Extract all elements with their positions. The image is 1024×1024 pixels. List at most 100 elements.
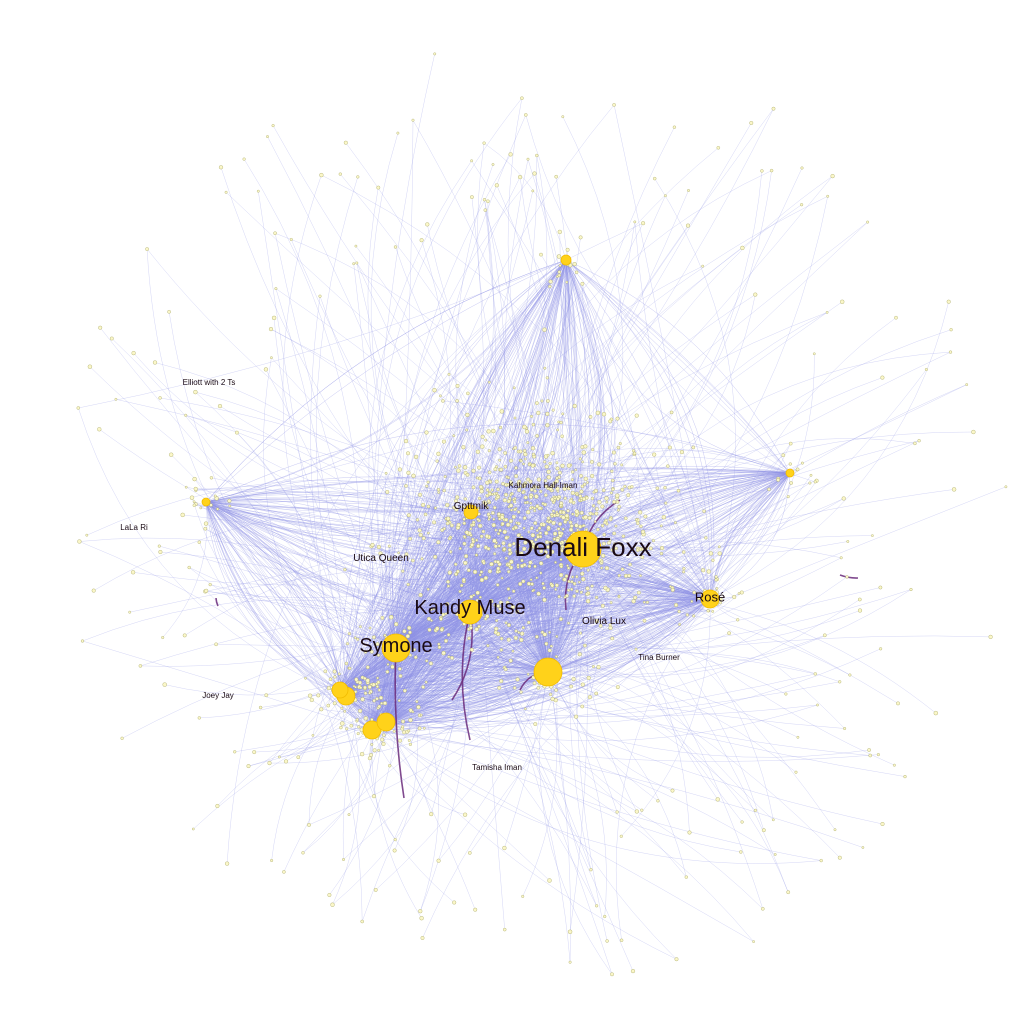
graph-node xyxy=(530,463,535,468)
graph-node xyxy=(641,547,646,552)
graph-node xyxy=(486,644,490,648)
graph-node xyxy=(109,336,114,341)
graph-node xyxy=(376,544,381,550)
graph-node xyxy=(323,669,328,674)
graph-node xyxy=(587,695,592,700)
graph-node xyxy=(613,542,617,546)
graph-node xyxy=(634,413,639,418)
graph-node xyxy=(427,531,430,535)
hub-node-gottmik xyxy=(463,504,479,520)
graph-node xyxy=(419,916,424,921)
graph-node xyxy=(546,453,550,457)
graph-node xyxy=(346,642,349,646)
graph-node xyxy=(468,625,473,630)
node-label-gottmik: Gpttmik xyxy=(453,501,489,512)
graph-node xyxy=(340,706,344,710)
graph-node xyxy=(544,540,550,545)
graph-node xyxy=(531,589,535,593)
graph-node xyxy=(456,522,461,527)
graph-node xyxy=(318,294,322,298)
graph-node xyxy=(506,476,510,480)
graph-node xyxy=(612,103,616,107)
graph-node xyxy=(471,539,476,544)
graph-node xyxy=(359,686,363,690)
graph-node xyxy=(560,548,564,553)
graph-node xyxy=(866,220,870,224)
graph-node xyxy=(378,695,384,700)
graph-node xyxy=(572,582,577,586)
graph-node xyxy=(645,546,649,550)
graph-node xyxy=(659,545,665,551)
graph-node xyxy=(184,413,188,417)
graph-node xyxy=(676,488,681,493)
graph-node xyxy=(666,464,670,468)
graph-node xyxy=(347,813,351,816)
graph-node xyxy=(470,542,475,547)
graph-node xyxy=(447,372,451,376)
graph-node xyxy=(494,528,498,532)
graph-node xyxy=(600,603,605,608)
graph-node xyxy=(664,501,668,505)
graph-node xyxy=(534,494,539,499)
graph-node xyxy=(645,600,649,604)
graph-node xyxy=(368,626,372,630)
graph-node xyxy=(485,493,490,498)
graph-node xyxy=(406,513,411,518)
graph-node xyxy=(502,547,506,551)
graph-node xyxy=(309,697,314,702)
graph-node xyxy=(467,636,471,640)
graph-node xyxy=(545,411,550,416)
graph-node xyxy=(563,539,567,543)
graph-node xyxy=(830,174,835,179)
graph-node xyxy=(500,515,505,520)
graph-node xyxy=(447,655,451,659)
graph-node xyxy=(876,753,880,757)
graph-node xyxy=(184,485,188,489)
graph-node xyxy=(568,527,574,532)
graph-node xyxy=(224,190,228,194)
graph-node xyxy=(462,534,467,539)
graph-node xyxy=(616,445,621,450)
graph-node xyxy=(566,564,569,567)
graph-node xyxy=(580,704,585,709)
graph-node xyxy=(752,940,755,943)
graph-node xyxy=(557,229,562,235)
graph-node xyxy=(161,636,165,640)
graph-node xyxy=(464,554,469,559)
graph-node xyxy=(669,585,672,588)
graph-node xyxy=(407,625,412,631)
graph-node xyxy=(706,609,710,613)
graph-node xyxy=(825,311,829,314)
graph-node xyxy=(425,222,430,227)
graph-node xyxy=(740,245,745,251)
graph-node xyxy=(580,281,585,286)
graph-node xyxy=(478,523,483,529)
graph-node xyxy=(505,522,511,527)
graph-node xyxy=(640,808,644,812)
graph-node xyxy=(513,507,517,512)
graph-node xyxy=(581,450,586,455)
graph-node xyxy=(529,526,534,531)
graph-node xyxy=(578,494,582,498)
graph-node xyxy=(437,491,441,494)
graph-node xyxy=(546,469,551,474)
graph-node xyxy=(559,564,563,569)
graph-node xyxy=(114,397,118,401)
graph-node xyxy=(773,853,777,856)
graph-node xyxy=(491,511,495,515)
graph-node xyxy=(504,621,508,625)
graph-node xyxy=(217,404,223,409)
graph-node xyxy=(169,452,174,457)
graph-node xyxy=(536,591,541,596)
graph-node xyxy=(552,531,558,536)
graph-node xyxy=(551,520,556,526)
graph-node xyxy=(635,548,640,552)
graph-node xyxy=(626,493,631,497)
graph-node xyxy=(532,484,537,489)
graph-node xyxy=(717,545,721,549)
graph-node xyxy=(535,434,539,438)
graph-node xyxy=(455,399,459,403)
graph-node xyxy=(355,261,359,265)
graph-node xyxy=(356,732,360,736)
graph-node xyxy=(397,467,402,472)
